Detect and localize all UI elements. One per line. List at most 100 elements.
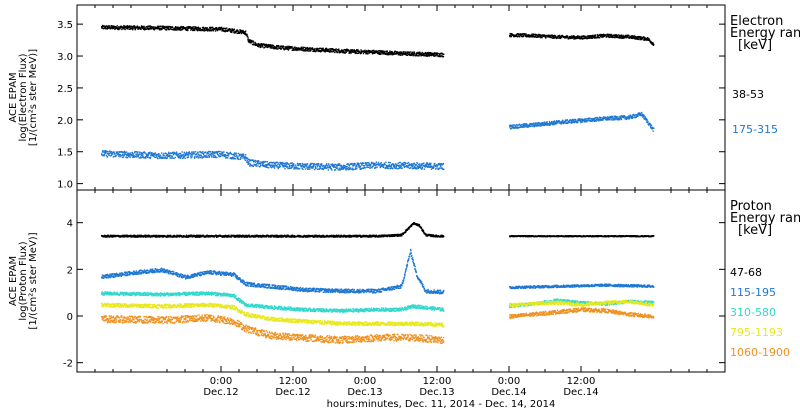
electron-data-point [246,34,247,35]
electron-data-point [278,162,279,163]
electron-data-point [117,151,118,152]
electron-data-point [431,169,432,170]
electron-data-point [399,164,400,165]
electron-data-point [306,166,307,167]
electron-data-point [189,151,190,152]
electron-data-point [421,165,422,166]
electron-data-point [118,155,119,156]
electron-data-point [173,158,174,159]
electron-data-point [598,120,599,121]
electron-data-point [255,161,256,162]
electron-data-point [308,50,309,51]
electron-data-point [126,157,127,158]
electron-data-point [408,167,409,168]
proton-series-47-68 [101,222,654,238]
electron-data-point [638,39,639,40]
electron-ylabel-line: [1/(cm²s ster MeV)] [28,49,39,146]
electron-data-point [547,36,548,37]
electron-data-point [384,164,385,165]
electron-data-point [112,153,113,154]
electron-data-point [417,162,418,163]
electron-data-point [237,157,238,158]
electron-data-point [361,52,362,53]
electron-data-point [277,168,278,169]
electron-data-point [198,157,199,158]
electron-data-point [130,156,131,157]
electron-data-point [150,157,151,158]
proton-data-point [411,226,412,227]
electron-data-point [273,165,274,166]
electron-data-point [423,163,424,164]
electron-data-point [247,37,248,38]
electron-data-point [232,157,233,158]
electron-data-point [219,151,220,152]
electron-data-point [177,29,178,30]
electron-data-point [325,165,326,166]
proton-ytick-label: -2 [63,359,73,370]
electron-data-point [321,163,322,164]
electron-data-point [317,166,318,167]
electron-data-point [107,156,108,157]
electron-data-point [337,167,338,168]
electron-data-point [155,152,156,153]
electron-data-point [519,36,520,37]
electron-data-point [520,124,521,125]
electron-data-point [147,157,148,158]
electron-data-point [207,156,208,157]
electron-data-point [130,152,131,153]
electron-data-point [149,152,150,153]
electron-data-point [307,163,308,164]
electron-data-point [298,165,299,166]
electron-data-point [286,164,287,165]
electron-data-point [419,163,420,164]
electron-data-point [135,151,136,152]
electron-data-point [157,158,158,159]
electron-data-point [274,167,275,168]
electron-data-point [101,27,102,28]
electron-data-point [612,116,613,117]
electron-data-point [247,160,248,161]
electron-data-point [235,158,236,159]
electron-data-point [353,169,354,170]
electron-data-point [569,122,570,123]
electron-data-point [390,168,391,169]
electron-data-point [176,151,177,152]
electron-data-point [187,29,188,30]
electron-data-point [236,155,237,156]
electron-data-point [102,150,103,151]
electron-data-point [356,166,357,167]
electron-data-point [440,166,441,167]
electron-data-point [197,152,198,153]
electron-data-point [105,152,106,153]
electron-data-point [191,156,192,157]
electron-data-point [267,161,268,162]
electron-data-point [307,47,308,48]
electron-data-point [331,169,332,170]
electron-data-point [380,167,381,168]
proton-data-point [249,235,250,236]
electron-data-point [205,151,206,152]
electron-legend-item: 38-53 [732,88,764,101]
electron-data-point [245,160,246,161]
electron-data-point [598,37,599,38]
electron-data-point [190,155,191,156]
electron-data-point [191,151,192,152]
electron-data-point [188,154,189,155]
electron-data-point [298,168,299,169]
electron-data-point [197,156,198,157]
electron-data-point [367,53,368,54]
electron-data-point [430,163,431,164]
electron-data-point [640,36,641,37]
electron-data-point [255,160,256,161]
electron-data-point [371,167,372,168]
electron-data-point [256,165,257,166]
electron-data-point [394,165,395,166]
proton-data-point [405,231,406,232]
electron-data-point [376,162,377,163]
electron-data-point [317,169,318,170]
electron-data-point [383,167,384,168]
electron-data-point [136,152,137,153]
electron-data-point [235,153,236,154]
electron-data-point [181,151,182,152]
electron-data-point [397,52,398,53]
